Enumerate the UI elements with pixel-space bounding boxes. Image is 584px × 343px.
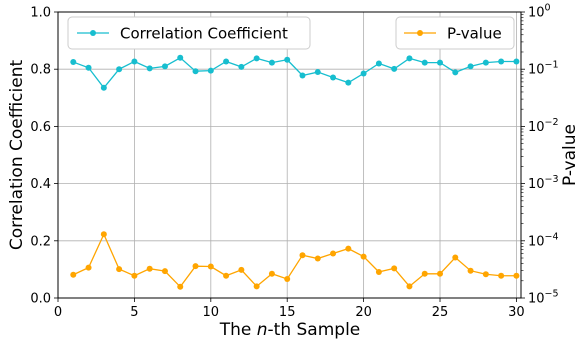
data-point — [391, 265, 398, 272]
data-point — [314, 69, 321, 76]
legend-label: Correlation Coefficient — [120, 25, 288, 43]
legend-label: P-value — [447, 25, 502, 43]
data-point — [437, 59, 444, 66]
data-point — [116, 66, 123, 73]
y2-tick-label: 10−1 — [528, 60, 559, 78]
data-point — [131, 272, 138, 279]
y-tick-label: 0.0 — [30, 292, 51, 307]
y2-tick-label: 10−4 — [528, 231, 559, 249]
y-tick-label: 1.0 — [30, 6, 51, 21]
y-axis-label: Correlation Coefficient — [7, 60, 27, 251]
data-point — [192, 68, 199, 75]
data-point — [284, 56, 291, 63]
data-point — [131, 58, 138, 65]
data-point — [482, 59, 489, 66]
plot-frame — [57, 11, 522, 299]
legend-marker-icon — [417, 30, 423, 36]
x-tick-label: 25 — [432, 305, 449, 320]
data-point — [161, 268, 168, 275]
data-point — [437, 270, 444, 277]
x-tick-label: 10 — [203, 305, 220, 320]
x-axis-label: The n-th Sample — [219, 320, 361, 340]
data-point — [238, 63, 245, 70]
data-point — [452, 69, 459, 76]
x-tick-label: 0 — [54, 305, 62, 320]
data-point — [268, 59, 275, 66]
data-point — [85, 264, 92, 271]
data-point — [268, 270, 275, 277]
data-point — [498, 58, 505, 65]
data-point — [330, 74, 337, 81]
data-point — [406, 55, 413, 62]
data-point — [284, 275, 291, 282]
data-point — [482, 271, 489, 278]
data-point — [146, 65, 153, 72]
y2-tick-label: 10−2 — [528, 117, 559, 135]
secondary-y-axis-label: P-value — [560, 124, 580, 186]
series-line — [73, 56, 517, 89]
tick-layer: 0 5 10 15 20 25 30 0.0 0.2 0.4 0.6 0.8 1.0 10−5 10−4 10… — [30, 3, 558, 321]
data-point — [192, 263, 199, 270]
data-point — [330, 250, 337, 257]
data-point — [345, 245, 352, 252]
data-point — [223, 272, 230, 279]
grid-lines — [57, 11, 521, 299]
data-point — [375, 60, 382, 67]
series-line — [73, 232, 517, 288]
data-point — [85, 64, 92, 71]
data-point — [360, 253, 367, 260]
y-tick-label: 0.6 — [30, 120, 51, 135]
data-point — [177, 283, 184, 290]
data-point — [253, 283, 260, 290]
y-tick-label: 0.8 — [30, 63, 51, 78]
data-point — [177, 54, 184, 61]
legend-correlation: Correlation Coefficient — [67, 16, 311, 50]
series-layer — [70, 54, 520, 290]
x-tick-label: 20 — [355, 305, 372, 320]
legend-box — [67, 16, 311, 50]
data-point — [116, 266, 123, 273]
data-point — [253, 55, 260, 62]
data-point — [421, 59, 428, 66]
x-tick-label: 5 — [130, 305, 138, 320]
data-point — [207, 67, 214, 74]
legend-pvalue: P-value — [395, 16, 515, 50]
y-tick-label: 0.4 — [30, 177, 51, 192]
data-point — [314, 255, 321, 262]
data-point — [238, 266, 245, 273]
data-point — [452, 254, 459, 261]
legend-box — [395, 16, 515, 50]
data-point — [100, 231, 107, 238]
data-point — [391, 65, 398, 72]
data-point — [406, 283, 413, 290]
data-point — [207, 263, 214, 270]
data-point — [161, 63, 168, 70]
data-point — [498, 272, 505, 279]
x-tick-label: 30 — [508, 305, 525, 320]
data-point — [375, 268, 382, 275]
data-point — [513, 272, 520, 279]
data-point — [299, 252, 306, 259]
y-tick-label: 0.2 — [30, 234, 51, 249]
data-point — [467, 63, 474, 70]
y2-tick-label: 10−3 — [528, 174, 559, 192]
data-point — [70, 271, 77, 278]
data-point — [299, 72, 306, 79]
data-point — [360, 70, 367, 77]
data-point — [345, 79, 352, 86]
data-point — [513, 58, 520, 65]
legend-marker-icon — [90, 30, 96, 36]
x-tick-label: 15 — [279, 305, 296, 320]
data-point — [421, 270, 428, 277]
data-point — [223, 58, 230, 65]
data-point — [467, 267, 474, 274]
data-point — [146, 265, 153, 272]
data-point — [100, 84, 107, 91]
data-point — [70, 59, 77, 66]
y2-tick-label: 10−5 — [528, 289, 559, 307]
y2-tick-label: 100 — [528, 3, 551, 21]
